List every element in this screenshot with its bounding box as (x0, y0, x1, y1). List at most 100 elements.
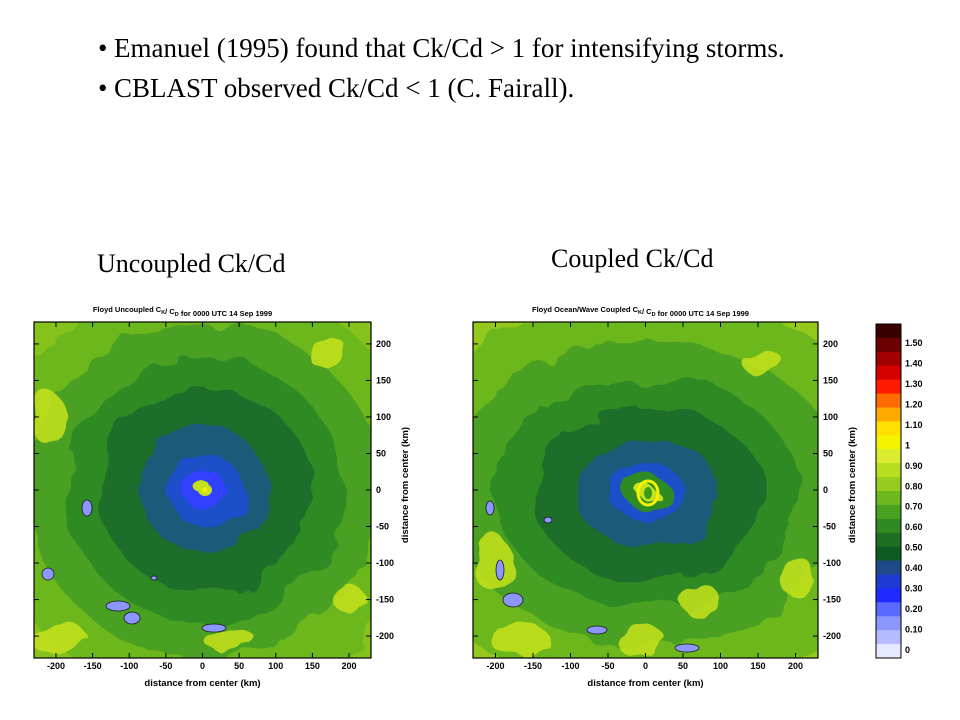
colorbar-label: 0.80 (905, 481, 923, 491)
colorbar-label: 0.50 (905, 543, 923, 553)
bullet-text: CBLAST observed Ck/Cd < 1 (C. Fairall). (114, 73, 575, 103)
y-tick-label: 200 (376, 339, 391, 349)
island-outline (502, 592, 524, 608)
colorbar-swatch (876, 435, 901, 450)
x-tick-label: 200 (788, 661, 803, 671)
colorbar-swatch (876, 491, 901, 506)
contour-field (34, 322, 371, 658)
colorbar-swatch (876, 560, 901, 575)
x-tick-label: -200 (486, 661, 504, 671)
y-tick-label: -200 (823, 631, 841, 641)
bullet-list: • Emanuel (1995) found that Ck/Cd > 1 for… (98, 28, 785, 108)
colorbar-swatch (876, 393, 901, 408)
island-outline (201, 623, 227, 633)
colorbar-swatch (876, 463, 901, 478)
y-tick-label: -100 (376, 558, 394, 568)
colorbar-swatch (876, 365, 901, 381)
x-tick-label: 50 (234, 661, 244, 671)
coupled-map-panel: Floyd Ocean/Wave Coupled CK/ CD for 0000… (472, 305, 858, 689)
light-patch (614, 626, 666, 654)
colorbar-swatch (876, 351, 901, 367)
colorbar: 1.50 1.40 1.30 1.20 1.10 1 0.90 0.80 0.70 0.60 0.5… (875, 323, 923, 659)
storm-eye-core (644, 487, 652, 499)
colorbar-label: 0.40 (905, 563, 923, 573)
y-tick-label: 150 (376, 375, 391, 385)
colorbar-swatch (876, 477, 901, 492)
colorbar-label: 0.70 (905, 502, 923, 512)
x-tick-label: -100 (561, 661, 579, 671)
x-tick-label: 100 (268, 661, 283, 671)
x-axis-label: distance from center (km) (587, 678, 703, 689)
island-outline (485, 500, 495, 516)
island-outline (41, 567, 55, 581)
colorbar-swatch (876, 546, 901, 562)
light-patch (740, 346, 780, 374)
contour-rings (34, 322, 371, 658)
y-tick-label: -200 (376, 631, 394, 641)
y-tick-label: -50 (376, 522, 389, 532)
y-tick-label: 50 (376, 448, 386, 458)
colorbar-label: 0.30 (905, 584, 923, 594)
island-outline (495, 559, 505, 581)
plot-title: Floyd Uncoupled CK/ CD for 0000 UTC 14 S… (93, 305, 272, 318)
colorbar-swatch (876, 449, 901, 464)
light-patch (204, 628, 256, 652)
plot-title: Floyd Ocean/Wave Coupled CK/ CD for 0000… (532, 305, 749, 318)
y-tick-label: 0 (376, 485, 381, 495)
x-tick-label: 200 (342, 661, 357, 671)
bullet-item: • CBLAST observed Ck/Cd < 1 (C. Fairall). (98, 68, 785, 108)
light-patch (473, 532, 510, 588)
bullet-dot: • (98, 73, 108, 103)
colorbar-swatch (876, 630, 901, 645)
colorbar-swatch (876, 574, 901, 589)
colorbar-swatch (876, 421, 901, 436)
y-axis-label: distance from center (km) (847, 427, 858, 543)
x-tick-label: -50 (601, 661, 614, 671)
island-outline (150, 575, 158, 581)
y-tick-label: 200 (823, 339, 838, 349)
y-axis-label: distance from center (km) (400, 427, 411, 543)
light-patch (782, 560, 818, 600)
left-panel-heading: Uncoupled Ck/Cd (97, 249, 286, 278)
y-tick-label: -100 (823, 558, 841, 568)
island-outline (586, 625, 608, 635)
x-tick-label: -150 (524, 661, 542, 671)
contour-field (473, 322, 818, 658)
colorbar-swatch (876, 518, 901, 534)
x-tick-label: -50 (159, 661, 172, 671)
colorbar-label: 1.20 (905, 399, 923, 409)
x-tick-label: -100 (120, 661, 138, 671)
colorbar-label: 0.20 (905, 604, 923, 614)
colorbar-swatch (876, 379, 901, 395)
colorbar-swatch (876, 504, 901, 520)
x-tick-label: 0 (200, 661, 205, 671)
light-patch (34, 626, 90, 654)
colorbar-label: 0.90 (905, 461, 923, 471)
y-tick-label: -150 (376, 595, 394, 605)
colorbar-label: 1.50 (905, 338, 923, 348)
x-axis-label: distance from center (km) (144, 678, 260, 689)
colorbar-label: 0.60 (905, 522, 923, 532)
light-patch (334, 586, 366, 614)
light-patch (490, 624, 550, 656)
colorbar-swatch (876, 407, 901, 422)
x-tick-label: -150 (84, 661, 102, 671)
x-tick-label: 0 (643, 661, 648, 671)
x-tick-label: 100 (713, 661, 728, 671)
right-panel-heading: Coupled Ck/Cd (551, 244, 714, 273)
y-tick-label: 0 (823, 485, 828, 495)
colorbar-swatch (876, 602, 901, 617)
colorbar-swatch (876, 616, 901, 631)
island-outline (674, 643, 700, 653)
uncoupled-map-panel: Floyd Uncoupled CK/ CD for 0000 UTC 14 S… (33, 305, 411, 689)
bullet-item: • Emanuel (1995) found that Ck/Cd > 1 for… (98, 28, 785, 68)
bullet-text: Emanuel (1995) found that Ck/Cd > 1 for … (114, 33, 785, 63)
colorbar-label: 1.30 (905, 379, 923, 389)
colorbar-swatch (876, 337, 901, 353)
y-tick-label: 150 (823, 375, 838, 385)
y-tick-label: 50 (823, 448, 833, 458)
colorbar-label: 0.10 (905, 625, 923, 635)
island-outline (123, 611, 141, 625)
x-tick-label: -200 (47, 661, 65, 671)
